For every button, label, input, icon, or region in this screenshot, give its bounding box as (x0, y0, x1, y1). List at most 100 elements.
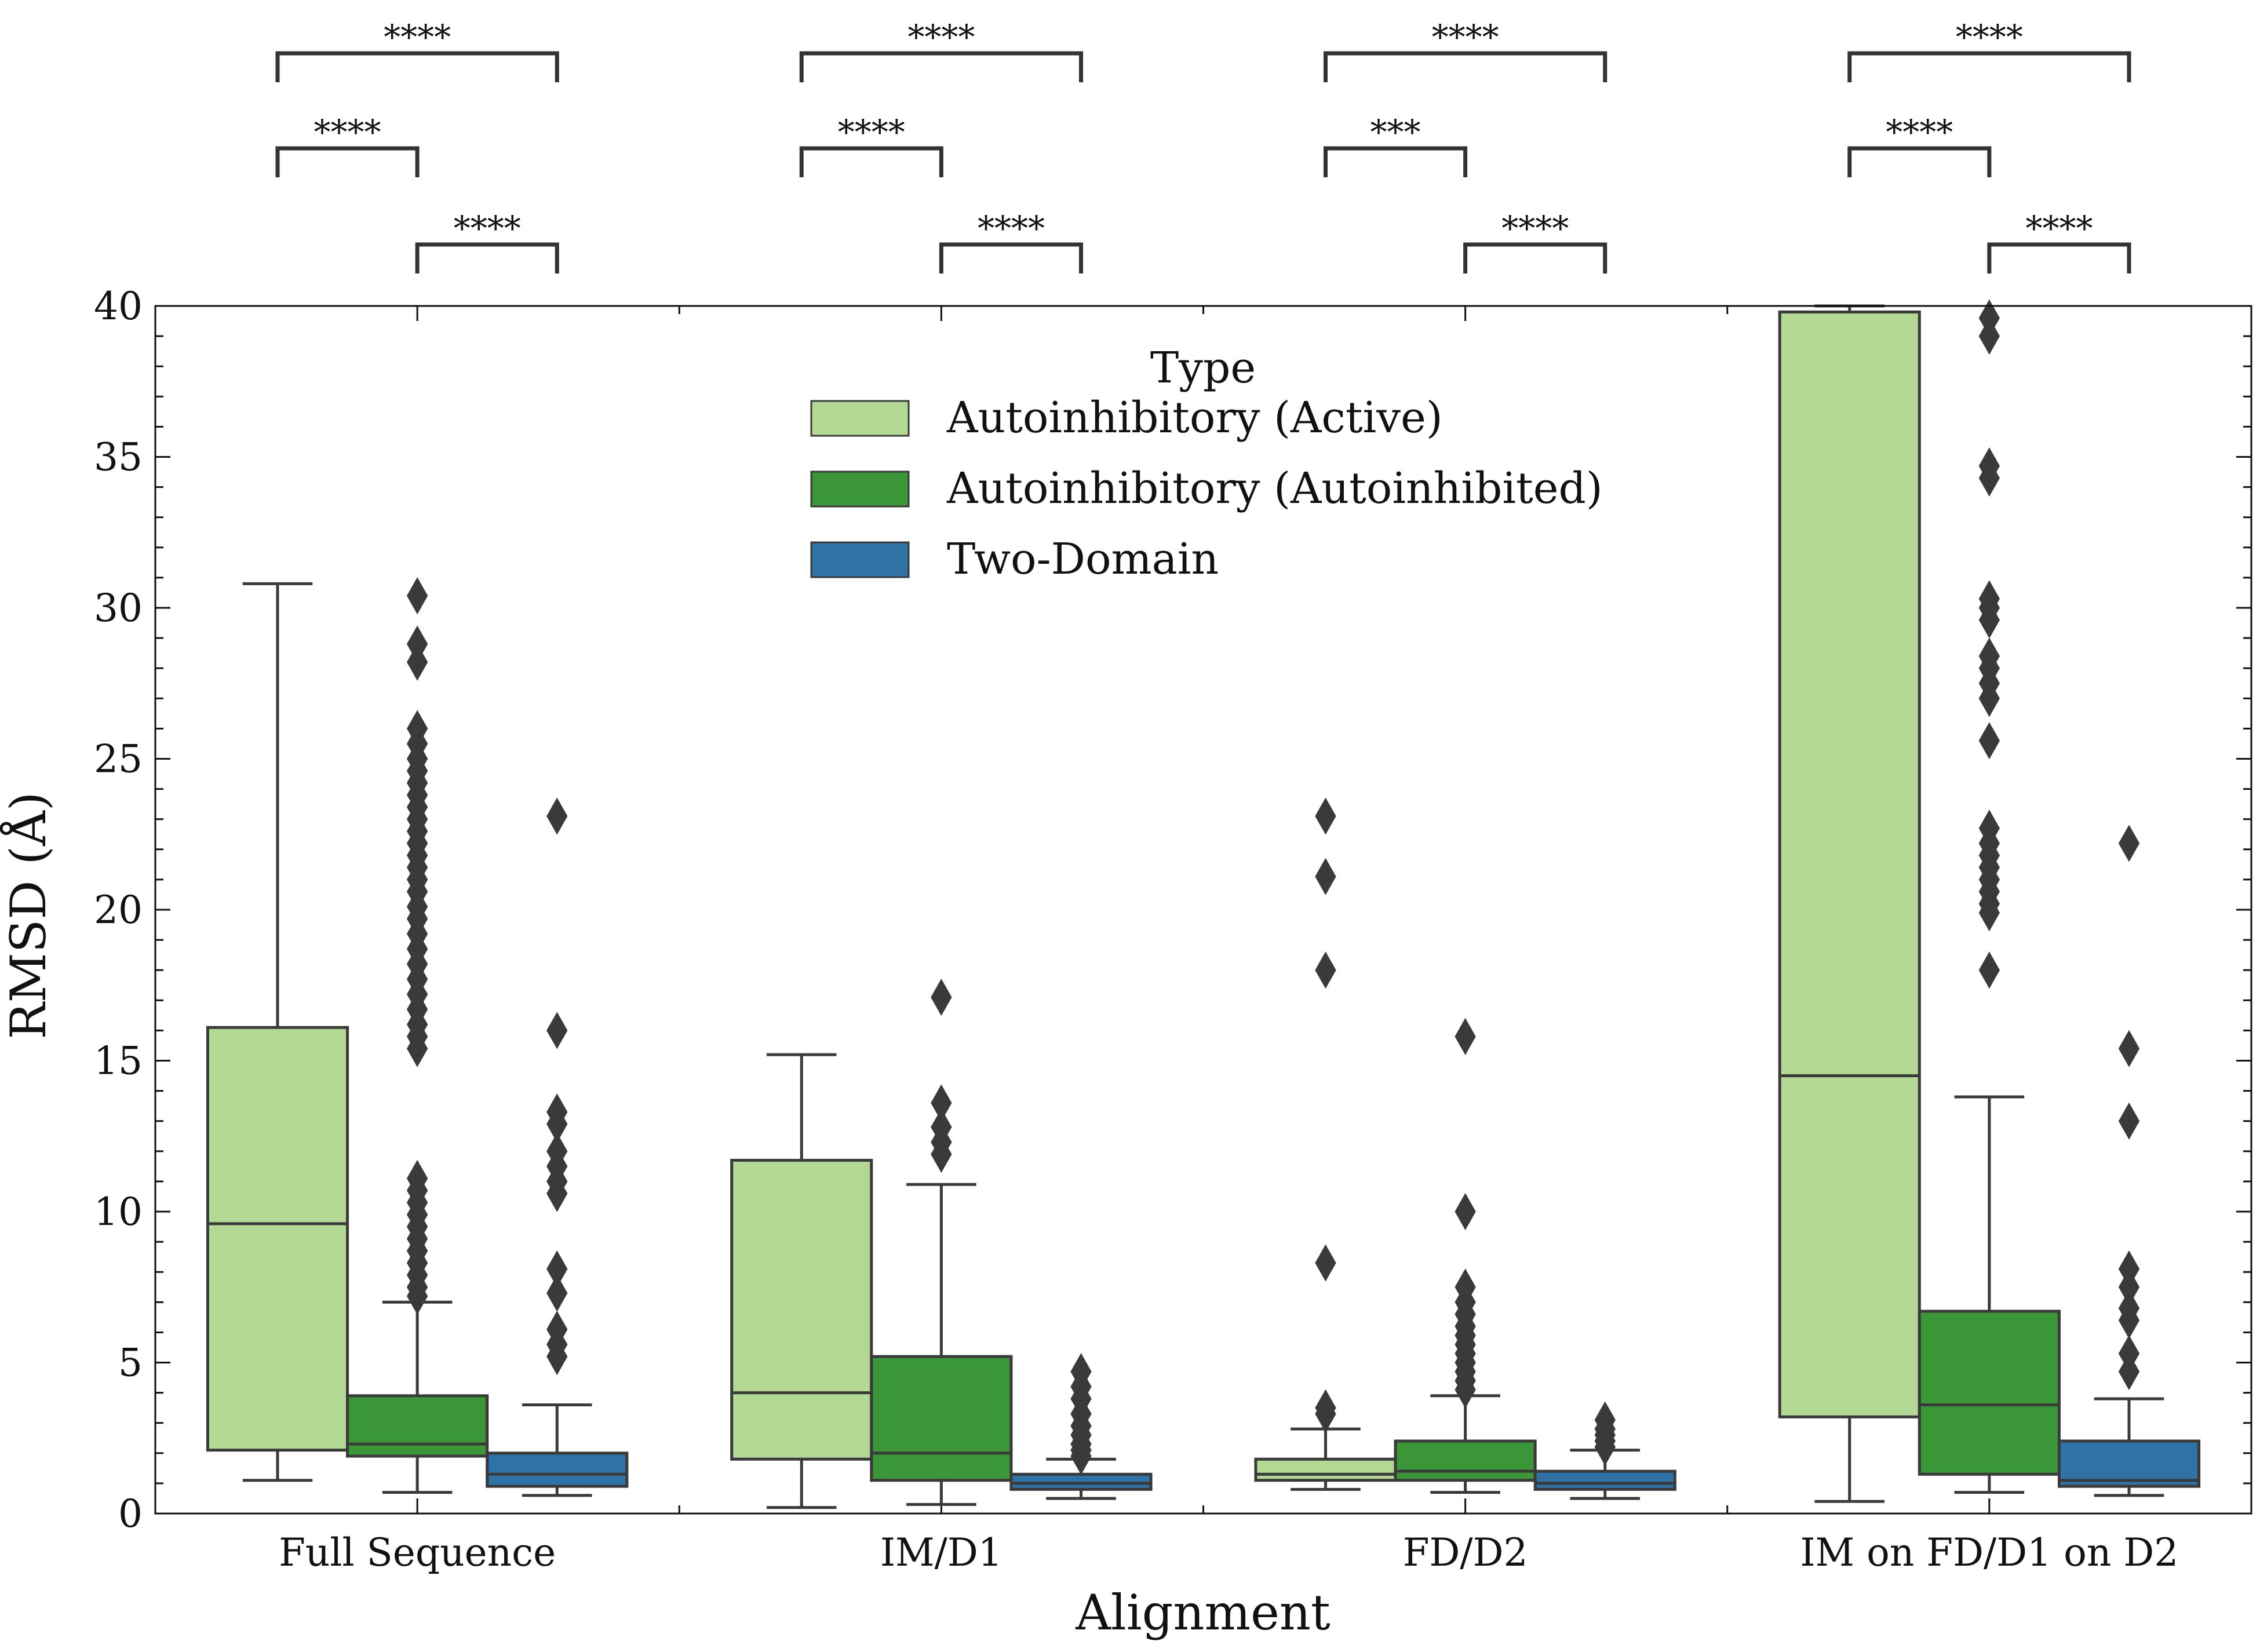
significance-bracket: **** (799, 17, 1084, 82)
box-body (1918, 1310, 2061, 1476)
significance-label: *** (1370, 112, 1421, 152)
significance-brackets: ****************************************… (275, 17, 2131, 273)
significance-bracket: **** (415, 209, 559, 273)
outlier-point (1978, 637, 2000, 675)
box-body (1009, 1472, 1153, 1491)
box-1-0 (346, 577, 489, 1494)
outlier-point (2118, 1289, 2140, 1327)
x-axis-label: Alignment (1075, 1584, 1331, 1641)
outlier-point (1978, 447, 2000, 485)
legend: Type Autoinhibitory (Active) Autoinhibito… (810, 343, 1603, 584)
outlier-point (1070, 1353, 1092, 1391)
significance-bracket: **** (799, 112, 943, 177)
bracket-line (275, 51, 559, 82)
box-series (206, 299, 2201, 1509)
significance-label: **** (838, 112, 905, 152)
legend-swatch (810, 471, 910, 508)
box-0-0 (206, 582, 349, 1482)
outlier-point (1594, 1401, 1616, 1439)
outlier-point (1455, 1018, 1476, 1055)
y-tick-label: 0 (118, 1491, 143, 1536)
box-0-3 (1778, 304, 1921, 1503)
outlier-point (2118, 1102, 2140, 1140)
significance-bracket: **** (275, 112, 420, 177)
outlier-point (546, 1012, 568, 1049)
tick-labels: 0 5 10 15 20 25 30 35 40 Full Sequence IM/D1 FD/D2 I… (94, 284, 2178, 1575)
box-body (206, 1026, 349, 1452)
bracket-line (1463, 242, 1607, 273)
y-tick-label: 20 (94, 888, 143, 932)
y-tick-label: 35 (94, 435, 143, 480)
y-tick-label: 10 (94, 1190, 143, 1234)
bracket-line (939, 242, 1084, 273)
bracket-line (1987, 242, 2131, 273)
bracket-line (415, 242, 559, 273)
x-tick-label: FD/D2 (1403, 1530, 1528, 1575)
outlier-point (546, 1274, 568, 1312)
outlier-point (406, 710, 428, 747)
legend-item: Two-Domain (810, 534, 1219, 584)
y-tick-label: 5 (118, 1341, 143, 1385)
outlier-point (2118, 1250, 2140, 1288)
outlier-point (2118, 1030, 2140, 1067)
significance-bracket: *** (1323, 112, 1468, 177)
significance-bracket: **** (1847, 17, 2131, 82)
box-2-0 (486, 797, 629, 1497)
outlier-point (406, 1159, 428, 1197)
box-body (730, 1158, 873, 1461)
bracket-line (1847, 146, 1992, 177)
box-body (2057, 1439, 2201, 1488)
outlier-point (546, 797, 568, 835)
box-body (870, 1355, 1013, 1482)
x-tick-label: Full Sequence (279, 1530, 556, 1575)
significance-label: **** (1956, 17, 2023, 57)
significance-bracket: **** (939, 209, 1084, 273)
legend-swatch (810, 400, 910, 437)
outlier-point (1455, 1192, 1476, 1231)
legend-item: Autoinhibitory (Autoinhibited) (810, 464, 1603, 513)
x-tick-label: IM on FD/D1 on D2 (1800, 1530, 2178, 1575)
significance-label: **** (1886, 112, 1953, 152)
bracket-line (275, 146, 420, 177)
box-1-2 (1394, 1018, 1537, 1494)
outlier-point (1455, 1268, 1476, 1306)
significance-label: **** (907, 17, 975, 57)
outlier-point (931, 979, 952, 1016)
box-body (1394, 1439, 1537, 1482)
outlier-point (1315, 797, 1336, 835)
outlier-point (1315, 951, 1336, 989)
significance-bracket: **** (1847, 112, 1992, 177)
outlier-point (1978, 809, 2000, 847)
outlier-point (1978, 951, 2000, 989)
outlier-point (2118, 1334, 2140, 1372)
outlier-point (406, 577, 428, 615)
x-tick-label: IM/D1 (880, 1530, 1003, 1575)
outlier-point (546, 1250, 568, 1288)
significance-label: **** (384, 17, 451, 57)
legend-title: Type (1150, 343, 1256, 393)
tick-marks (154, 305, 2252, 1515)
legend-label: Autoinhibitory (Active) (946, 393, 1443, 443)
outlier-point (2118, 825, 2140, 862)
box-0-1 (730, 1053, 873, 1509)
y-tick-label: 30 (94, 586, 143, 630)
box-body (1533, 1469, 1676, 1491)
outlier-point (546, 1311, 568, 1348)
significance-bracket: **** (1463, 209, 1607, 273)
box-2-1 (1009, 1353, 1153, 1500)
y-tick-label: 25 (94, 737, 143, 782)
significance-label: **** (1432, 17, 1499, 57)
bracket-line (1847, 51, 2131, 82)
box-2-3 (2057, 825, 2201, 1497)
significance-bracket: **** (1323, 17, 1607, 82)
significance-label: **** (978, 209, 1045, 248)
outlier-point (546, 1132, 568, 1170)
outlier-point (1315, 1389, 1336, 1427)
box-1-1 (870, 979, 1013, 1506)
box-body (486, 1452, 629, 1488)
legend-label: Two-Domain (947, 534, 1219, 584)
significance-bracket: **** (275, 17, 559, 82)
plot-frame (154, 305, 2252, 1515)
box-body (1254, 1457, 1397, 1482)
